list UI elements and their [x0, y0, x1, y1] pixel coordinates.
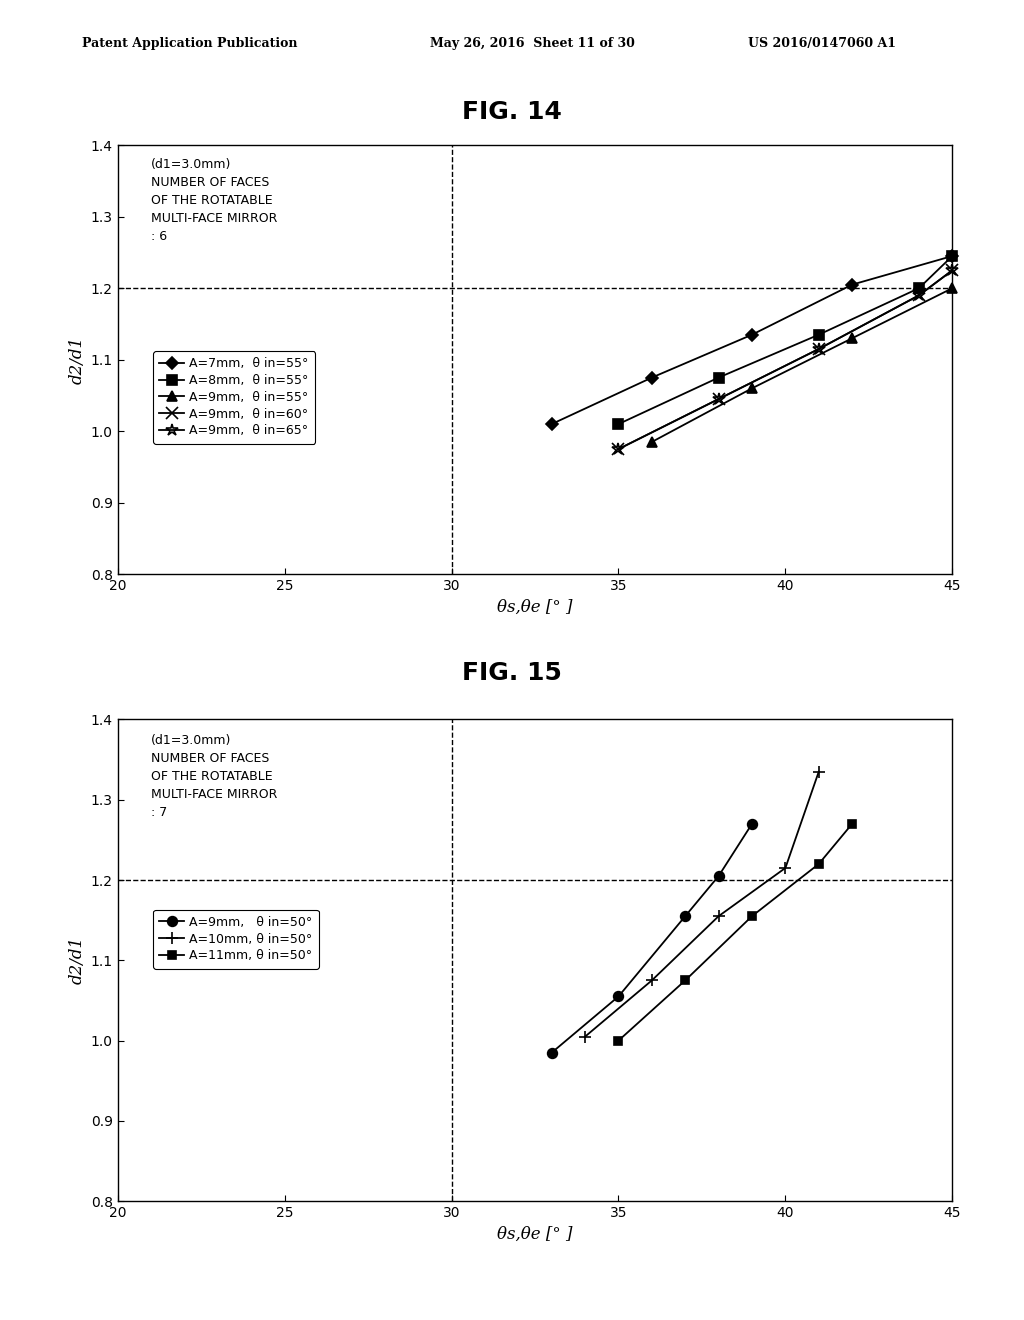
X-axis label: θs,θe [° ]: θs,θe [° ]	[498, 1225, 572, 1242]
A=11mm, θ in=50°	[679, 973, 691, 989]
Text: May 26, 2016  Sheet 11 of 30: May 26, 2016 Sheet 11 of 30	[430, 37, 635, 50]
A=8mm,  θ in=55°	[612, 416, 625, 432]
A=9mm,  θ in=55°	[846, 330, 858, 346]
Legend: A=9mm,   θ in=50°, A=10mm, θ in=50°, A=11mm, θ in=50°: A=9mm, θ in=50°, A=10mm, θ in=50°, A=11m…	[154, 909, 318, 969]
A=9mm,  θ in=65°	[946, 263, 958, 279]
A=9mm,  θ in=60°	[813, 341, 825, 356]
A=11mm, θ in=50°	[813, 857, 825, 873]
A=9mm,  θ in=60°	[946, 263, 958, 279]
A=11mm, θ in=50°	[612, 1032, 625, 1048]
A=8mm,  θ in=55°	[813, 327, 825, 343]
A=9mm,   θ in=50°	[612, 989, 625, 1005]
A=10mm, θ in=50°	[646, 973, 658, 989]
A=9mm,  θ in=55°	[646, 434, 658, 450]
Line: A=8mm,  θ in=55°: A=8mm, θ in=55°	[613, 251, 957, 429]
A=9mm,  θ in=60°	[713, 391, 725, 407]
Line: A=9mm,  θ in=60°: A=9mm, θ in=60°	[613, 265, 957, 454]
Legend: A=7mm,  θ in=55°, A=8mm,  θ in=55°, A=9mm,  θ in=55°, A=9mm,  θ in=60°, A=9mm,  : A=7mm, θ in=55°, A=8mm, θ in=55°, A=9mm,…	[154, 351, 315, 444]
Line: A=9mm,  θ in=55°: A=9mm, θ in=55°	[647, 284, 957, 446]
Text: (d1=3.0mm)
NUMBER OF FACES
OF THE ROTATABLE
MULTI-FACE MIRROR
: 7: (d1=3.0mm) NUMBER OF FACES OF THE ROTATA…	[152, 734, 278, 818]
Line: A=7mm,  θ in=55°: A=7mm, θ in=55°	[548, 252, 956, 428]
A=9mm,  θ in=65°	[813, 341, 825, 356]
A=9mm,  θ in=55°	[745, 380, 758, 396]
Text: Patent Application Publication: Patent Application Publication	[82, 37, 297, 50]
A=8mm,  θ in=55°	[946, 248, 958, 264]
A=8mm,  θ in=55°	[713, 370, 725, 385]
Text: FIG. 14: FIG. 14	[462, 100, 562, 124]
A=9mm,  θ in=65°	[612, 441, 625, 457]
A=9mm,   θ in=50°	[546, 1044, 558, 1060]
Text: (d1=3.0mm)
NUMBER OF FACES
OF THE ROTATABLE
MULTI-FACE MIRROR
: 6: (d1=3.0mm) NUMBER OF FACES OF THE ROTATA…	[152, 158, 278, 243]
Line: A=10mm, θ in=50°: A=10mm, θ in=50°	[579, 766, 825, 1043]
A=7mm,  θ in=55°	[946, 248, 958, 264]
A=9mm,  θ in=65°	[912, 288, 925, 304]
A=9mm,  θ in=60°	[912, 288, 925, 304]
A=10mm, θ in=50°	[579, 1028, 591, 1044]
A=9mm,  θ in=60°	[612, 441, 625, 457]
A=9mm,  θ in=65°	[713, 391, 725, 407]
A=11mm, θ in=50°	[745, 908, 758, 924]
X-axis label: θs,θe [° ]: θs,θe [° ]	[498, 598, 572, 615]
A=8mm,  θ in=55°	[912, 280, 925, 296]
Y-axis label: d2/d1: d2/d1	[69, 335, 85, 384]
A=9mm,   θ in=50°	[745, 816, 758, 832]
Line: A=9mm,   θ in=50°: A=9mm, θ in=50°	[547, 818, 757, 1057]
A=9mm,   θ in=50°	[679, 908, 691, 924]
A=7mm,  θ in=55°	[846, 277, 858, 293]
A=10mm, θ in=50°	[713, 908, 725, 924]
Line: A=9mm,  θ in=65°: A=9mm, θ in=65°	[612, 264, 958, 455]
A=10mm, θ in=50°	[813, 764, 825, 780]
Line: A=11mm, θ in=50°: A=11mm, θ in=50°	[614, 820, 856, 1044]
Text: US 2016/0147060 A1: US 2016/0147060 A1	[748, 37, 896, 50]
A=11mm, θ in=50°	[846, 816, 858, 832]
Text: FIG. 15: FIG. 15	[462, 661, 562, 685]
A=7mm,  θ in=55°	[745, 327, 758, 343]
A=9mm,   θ in=50°	[713, 869, 725, 884]
A=7mm,  θ in=55°	[546, 416, 558, 432]
Y-axis label: d2/d1: d2/d1	[69, 936, 85, 985]
A=7mm,  θ in=55°	[646, 370, 658, 385]
A=10mm, θ in=50°	[779, 861, 792, 876]
A=9mm,  θ in=55°	[946, 280, 958, 296]
